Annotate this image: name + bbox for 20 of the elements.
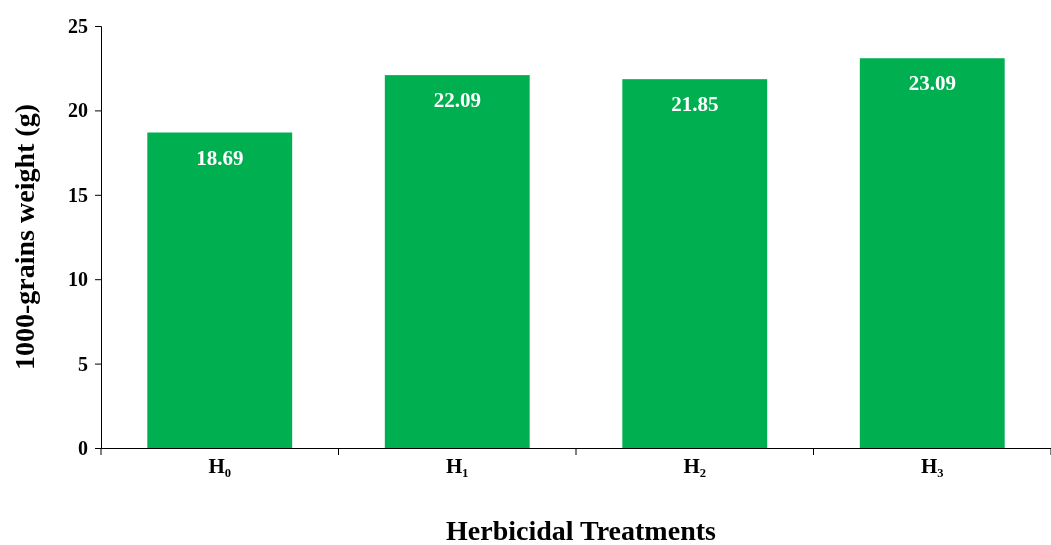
x-tick-label: H₃ bbox=[920, 454, 944, 478]
data-label: 22.09 bbox=[433, 88, 481, 113]
data-label: 21.85 bbox=[671, 92, 719, 117]
y-tick-label: 25 bbox=[68, 14, 88, 37]
data-label: 18.69 bbox=[196, 145, 244, 170]
y-tick-label: 0 bbox=[78, 436, 88, 459]
y-tick-label: 5 bbox=[78, 352, 88, 375]
bar bbox=[859, 58, 1005, 448]
x-axis-title: Herbicidal Treatments bbox=[446, 515, 717, 545]
bar bbox=[147, 132, 293, 448]
y-tick-label: 10 bbox=[68, 268, 88, 291]
bar bbox=[384, 75, 530, 448]
x-tick-label: H₁ bbox=[445, 454, 469, 478]
x-tick-label: H₂ bbox=[683, 454, 707, 478]
data-label: 23.09 bbox=[908, 71, 956, 96]
y-tick-label: 15 bbox=[68, 183, 88, 206]
y-tick-label: 20 bbox=[68, 99, 88, 122]
x-tick-label: H₀ bbox=[208, 454, 232, 478]
bar bbox=[622, 79, 768, 448]
y-axis-title: 1000-grains weight (g) bbox=[9, 104, 40, 370]
